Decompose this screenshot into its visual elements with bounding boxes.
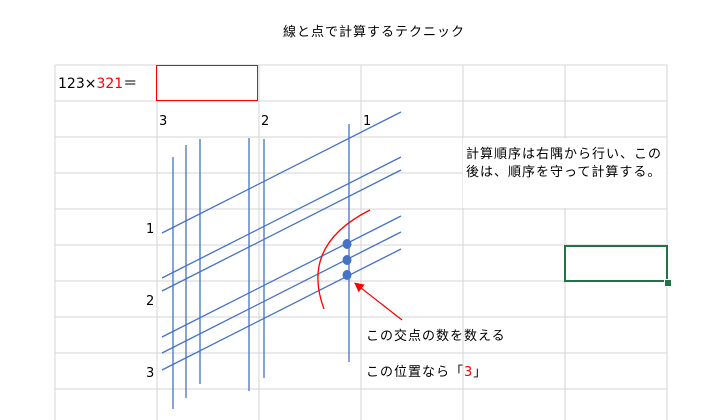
equals-sign: ＝ (123, 76, 138, 92)
diagonal-line (161, 169, 402, 292)
intersection-dot (342, 255, 352, 265)
callout-count-text: この交点の数を数える (366, 329, 506, 344)
row-digit-2: 2 (146, 294, 155, 309)
callout-suffix: 」 (473, 365, 488, 380)
diagonal-line (161, 231, 402, 354)
multiplier: 321 (96, 76, 124, 92)
selected-cell[interactable] (564, 245, 668, 282)
answer-cell[interactable] (156, 65, 258, 101)
intersection-count: 3 (464, 365, 474, 380)
times-sign: × (84, 76, 97, 92)
formula-cell[interactable]: 123×321＝ (58, 76, 137, 92)
diagonal-line (161, 215, 402, 338)
intersection-dot (342, 270, 352, 280)
red-arc (317, 209, 371, 310)
column-digit-1: 1 (363, 114, 372, 129)
diagonal-line (161, 248, 402, 371)
callout-position-text: この位置なら「3」 (366, 365, 487, 381)
diagonal-line (161, 111, 402, 234)
red-arrow (354, 282, 403, 321)
row-digit-3: 3 (146, 366, 155, 381)
fill-handle[interactable] (664, 279, 672, 287)
diagonal-line (161, 156, 402, 279)
page-title: 線と点で計算するテクニック (283, 25, 466, 40)
column-digit-2: 2 (261, 114, 270, 129)
multiplicand: 123 (58, 76, 85, 92)
callout-prefix: この位置なら「 (366, 365, 465, 380)
instruction-textbox[interactable]: 計算順序は右隅から行い、この後は、順序を守って計算する。 (463, 138, 666, 208)
column-digit-3: 3 (159, 114, 168, 129)
intersection-dot (342, 239, 352, 249)
row-digit-1: 1 (146, 222, 155, 237)
